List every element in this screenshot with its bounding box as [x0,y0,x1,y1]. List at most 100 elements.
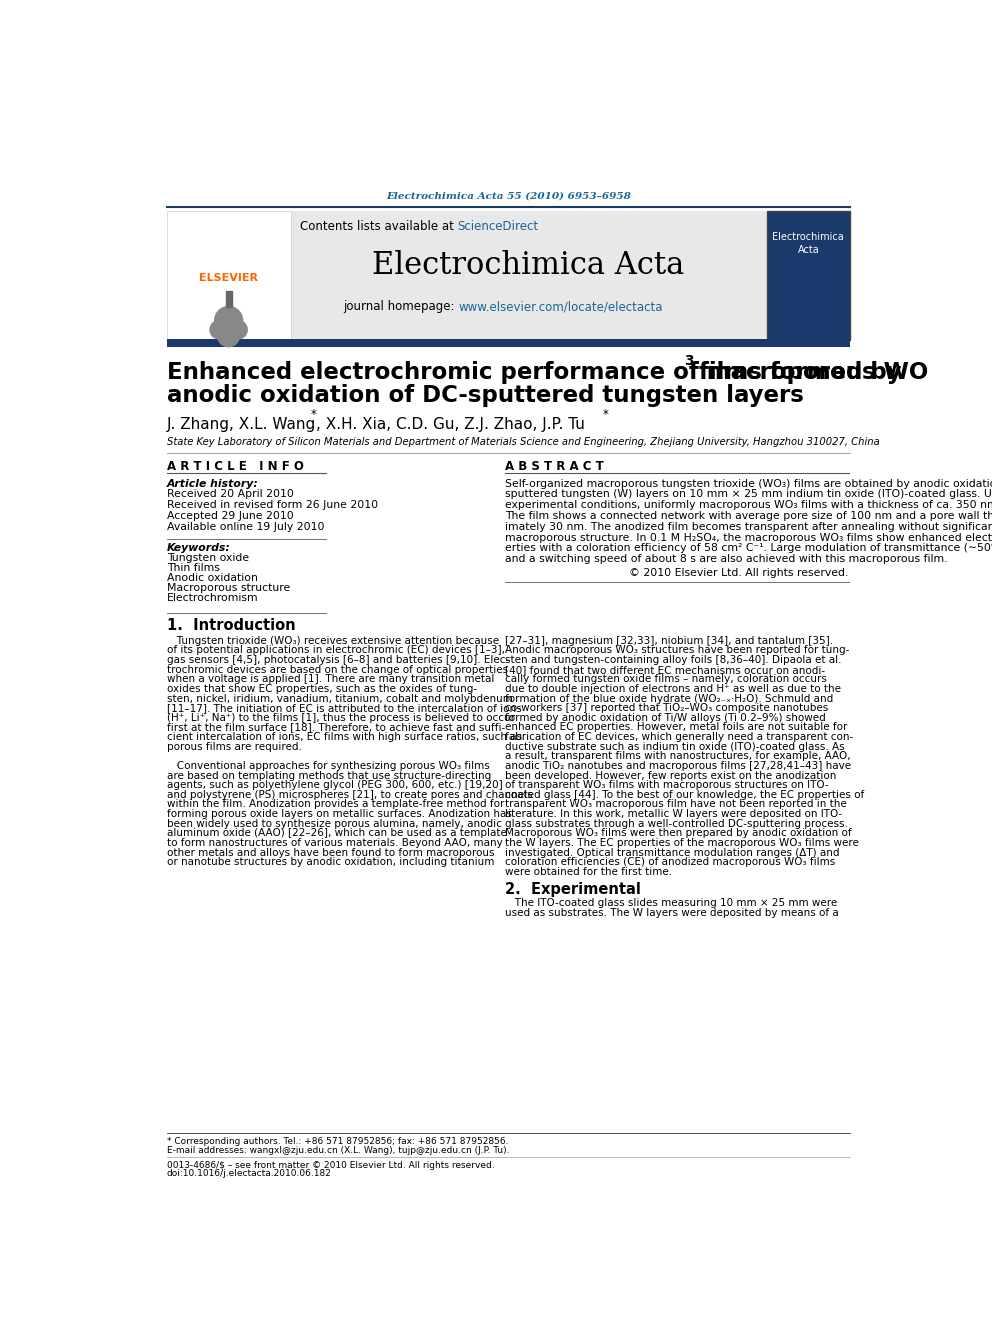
Text: fabrication of EC devices, which generally need a transparent con-: fabrication of EC devices, which general… [505,732,853,742]
Text: (H⁺, Li⁺, Na⁺) to the films [1], thus the process is believed to occur: (H⁺, Li⁺, Na⁺) to the films [1], thus th… [167,713,515,722]
Text: when a voltage is applied [1]. There are many transition metal: when a voltage is applied [1]. There are… [167,675,494,684]
Text: Received in revised form 26 June 2010: Received in revised form 26 June 2010 [167,500,378,511]
Text: The film shows a connected network with average pore size of 100 nm and a pore w: The film shows a connected network with … [505,511,992,521]
Text: first at the film surface [18]. Therefore, to achieve fast and suffi-: first at the film surface [18]. Therefor… [167,722,505,733]
Text: Macroporous structure: Macroporous structure [167,583,290,594]
Text: cally formed tungsten oxide films – namely, coloration occurs: cally formed tungsten oxide films – name… [505,675,827,684]
Text: were obtained for the first time.: were obtained for the first time. [505,867,673,877]
Text: investigated. Optical transmittance modulation ranges (ΔT) and: investigated. Optical transmittance modu… [505,848,840,857]
Text: sten, nickel, iridium, vanadium, titanium, cobalt and molybdenum: sten, nickel, iridium, vanadium, titaniu… [167,693,513,704]
Text: www.elsevier.com/locate/electacta: www.elsevier.com/locate/electacta [458,300,663,314]
Text: macroporous structure. In 0.1 M H₂SO₄, the macroporous WO₃ films show enhanced e: macroporous structure. In 0.1 M H₂SO₄, t… [505,533,992,542]
Text: *: * [310,409,316,421]
Text: A R T I C L E   I N F O: A R T I C L E I N F O [167,460,304,474]
Text: anodic TiO₂ nanotubes and macroporous films [27,28,41–43] have: anodic TiO₂ nanotubes and macroporous fi… [505,761,851,771]
Circle shape [218,325,239,347]
Bar [167,339,850,347]
Text: [27–31], magnesium [32,33], niobium [34], and tantalum [35].: [27–31], magnesium [32,33], niobium [34]… [505,636,833,646]
Text: J. Zhang, X.L. Wang: J. Zhang, X.L. Wang [167,417,315,431]
Text: forming porous oxide layers on metallic surfaces. Anodization has: forming porous oxide layers on metallic … [167,810,512,819]
Text: imately 30 nm. The anodized film becomes transparent after annealing without sig: imately 30 nm. The anodized film becomes… [505,521,992,532]
Text: Received 20 April 2010: Received 20 April 2010 [167,490,294,500]
Text: are based on templating methods that use structure-directing: are based on templating methods that use… [167,770,491,781]
Bar [767,212,850,340]
Text: Available online 19 July 2010: Available online 19 July 2010 [167,521,324,532]
Circle shape [210,320,228,339]
Text: Enhanced electrochromic performance of macroporous WO: Enhanced electrochromic performance of m… [167,361,928,384]
Text: or nanotube structures by anodic oxidation, including titanium: or nanotube structures by anodic oxidati… [167,857,494,867]
Circle shape [228,320,247,339]
Text: of transparent WO₃ films with macroporous structures on ITO-: of transparent WO₃ films with macroporou… [505,781,829,790]
Text: to form nanostructures of various materials. Beyond AAO, many: to form nanostructures of various materi… [167,837,502,848]
Text: Self-organized macroporous tungsten trioxide (WO₃) films are obtained by anodic : Self-organized macroporous tungsten trio… [505,479,992,488]
Text: within the film. Anodization provides a template-free method for: within the film. Anodization provides a … [167,799,504,810]
Text: Tungsten oxide: Tungsten oxide [167,553,249,564]
Text: Conventional approaches for synthesizing porous WO₃ films: Conventional approaches for synthesizing… [167,761,489,771]
Text: 0013-4686/$ – see front matter © 2010 Elsevier Ltd. All rights reserved.: 0013-4686/$ – see front matter © 2010 El… [167,1160,494,1170]
Text: glass substrates through a well-controlled DC-sputtering process.: glass substrates through a well-controll… [505,819,848,828]
Text: Contents lists available at: Contents lists available at [300,220,457,233]
Text: Thin films: Thin films [167,564,219,573]
Text: formed by anodic oxidation of Ti/W alloys (Ti 0.2–9%) showed: formed by anodic oxidation of Ti/W alloy… [505,713,826,722]
Text: sputtered tungsten (W) layers on 10 mm × 25 mm indium tin oxide (ITO)-coated gla: sputtered tungsten (W) layers on 10 mm ×… [505,490,992,500]
Text: agents, such as polyethylene glycol (PEG 300, 600, etc.) [19,20]: agents, such as polyethylene glycol (PEG… [167,781,502,790]
Text: literature. In this work, metallic W layers were deposited on ITO-: literature. In this work, metallic W lay… [505,810,842,819]
Text: Article history:: Article history: [167,479,258,488]
Text: aluminum oxide (AAO) [22–26], which can be used as a template: aluminum oxide (AAO) [22–26], which can … [167,828,507,839]
Text: formation of the blue oxide hydrate (WO₂₋ₓ·H₂O). Schmuld and: formation of the blue oxide hydrate (WO₂… [505,693,833,704]
Text: Anodic macroporous WO₃ structures have been reported for tung-: Anodic macroporous WO₃ structures have b… [505,646,850,655]
Text: porous films are required.: porous films are required. [167,742,302,751]
Text: been developed. However, few reports exist on the anodization: been developed. However, few reports exi… [505,770,836,781]
Text: gas sensors [4,5], photocatalysis [6–8] and batteries [9,10]. Elec-: gas sensors [4,5], photocatalysis [6–8] … [167,655,509,665]
Text: Accepted 29 June 2010: Accepted 29 June 2010 [167,511,294,521]
Text: films formed by: films formed by [690,361,901,384]
Text: and polystyrene (PS) microspheres [21], to create pores and channels: and polystyrene (PS) microspheres [21], … [167,790,533,800]
Text: enhanced EC properties. However, metal foils are not suitable for: enhanced EC properties. However, metal f… [505,722,848,733]
Text: The ITO-coated glass slides measuring 10 mm × 25 mm were: The ITO-coated glass slides measuring 10… [505,898,837,908]
Bar [225,291,232,307]
Text: transparent WO₃ macroporous film have not been reported in the: transparent WO₃ macroporous film have no… [505,799,847,810]
Text: experimental conditions, uniformly macroporous WO₃ films with a thickness of ca.: experimental conditions, uniformly macro… [505,500,992,511]
Text: the W layers. The EC properties of the macroporous WO₃ films were: the W layers. The EC properties of the m… [505,837,859,848]
Text: A B S T R A C T: A B S T R A C T [505,460,604,474]
Text: Tungsten trioxide (WO₃) receives extensive attention because: Tungsten trioxide (WO₃) receives extensi… [167,636,499,646]
Text: trochromic devices are based on the change of optical properties: trochromic devices are based on the chan… [167,664,508,675]
Text: due to double injection of electrons and H⁺ as well as due to the: due to double injection of electrons and… [505,684,841,693]
Text: erties with a coloration efficiency of 58 cm² C⁻¹. Large modulation of transmitt: erties with a coloration efficiency of 5… [505,544,992,553]
Text: ELSEVIER: ELSEVIER [199,273,258,283]
Text: Electrochimica Acta: Electrochimica Acta [372,250,684,280]
Text: 1.  Introduction: 1. Introduction [167,618,296,632]
Text: E-mail addresses: wangxl@zju.edu.cn (X.L. Wang), tujp@zju.edu.cn (J.P. Tu).: E-mail addresses: wangxl@zju.edu.cn (X.L… [167,1146,509,1155]
Text: Electrochromism: Electrochromism [167,594,258,603]
Text: *: * [603,409,609,421]
Text: Anodic oxidation: Anodic oxidation [167,573,258,583]
Text: * Corresponding authors. Tel.: +86 571 87952856; fax: +86 571 87952856.: * Corresponding authors. Tel.: +86 571 8… [167,1136,508,1146]
Text: Electrochimica
Acta: Electrochimica Acta [773,232,844,255]
Text: journal homepage:: journal homepage: [343,300,458,314]
Text: State Key Laboratory of Silicon Materials and Department of Materials Science an: State Key Laboratory of Silicon Material… [167,437,879,447]
Text: and a switching speed of about 8 s are also achieved with this macroporous film.: and a switching speed of about 8 s are a… [505,554,947,564]
Text: cient intercalation of ions, EC films with high surface ratios, such as: cient intercalation of ions, EC films wi… [167,732,522,742]
Text: used as substrates. The W layers were deposited by means of a: used as substrates. The W layers were de… [505,908,839,918]
Text: other metals and alloys have been found to form macroporous: other metals and alloys have been found … [167,848,494,857]
Text: of its potential applications in electrochromic (EC) devices [1–3],: of its potential applications in electro… [167,646,505,655]
Text: Macroporous WO₃ films were then prepared by anodic oxidation of: Macroporous WO₃ films were then prepared… [505,828,852,839]
Text: co-workers [37] reported that TiO₂–WO₃ composite nanotubes: co-workers [37] reported that TiO₂–WO₃ c… [505,703,828,713]
Text: sten and tungsten-containing alloy foils [8,36–40]. Dipaola et al.: sten and tungsten-containing alloy foils… [505,655,842,665]
Text: a result, transparent films with nanostructures, for example, AAO,: a result, transparent films with nanostr… [505,751,851,761]
Bar [167,212,291,340]
Text: , X.H. Xia, C.D. Gu, Z.J. Zhao, J.P. Tu: , X.H. Xia, C.D. Gu, Z.J. Zhao, J.P. Tu [316,417,585,431]
Text: ScienceDirect: ScienceDirect [457,220,539,233]
Text: 2.  Experimental: 2. Experimental [505,881,641,897]
Text: Keywords:: Keywords: [167,544,230,553]
Text: © 2010 Elsevier Ltd. All rights reserved.: © 2010 Elsevier Ltd. All rights reserved… [629,568,848,578]
Text: coloration efficiencies (CE) of anodized macroporous WO₃ films: coloration efficiencies (CE) of anodized… [505,857,835,867]
Text: ductive substrate such as indium tin oxide (ITO)-coated glass. As: ductive substrate such as indium tin oxi… [505,742,845,751]
Circle shape [214,307,243,335]
Text: coated glass [44]. To the best of our knowledge, the EC properties of: coated glass [44]. To the best of our kn… [505,790,865,800]
Text: [40] found that two different EC mechanisms occur on anodi-: [40] found that two different EC mechani… [505,664,825,675]
Text: Electrochimica Acta 55 (2010) 6953–6958: Electrochimica Acta 55 (2010) 6953–6958 [386,192,631,200]
Bar [291,212,767,340]
Text: been widely used to synthesize porous alumina, namely, anodic: been widely used to synthesize porous al… [167,819,502,828]
Text: doi:10.1016/j.electacta.2010.06.182: doi:10.1016/j.electacta.2010.06.182 [167,1170,331,1177]
